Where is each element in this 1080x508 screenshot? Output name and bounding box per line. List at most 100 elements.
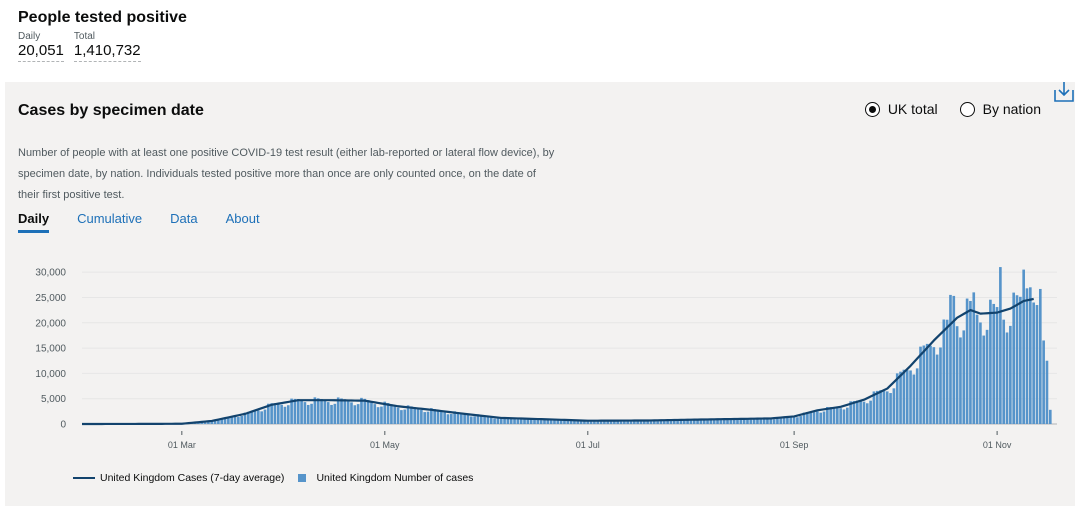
cases-bar <box>240 415 243 424</box>
cases-bar <box>280 404 283 424</box>
cases-bar <box>533 419 536 424</box>
cases-bar <box>386 403 390 424</box>
legend-line-label: United Kingdom Cases (7-day average) <box>100 472 285 484</box>
cases-bar <box>410 406 413 424</box>
cases-bar <box>726 420 729 424</box>
cases-bar <box>313 397 317 424</box>
cases-bar <box>869 400 872 424</box>
metric-total[interactable]: Total 1,410,732 <box>73 31 141 62</box>
cases-bar <box>892 388 896 424</box>
cases-bar <box>626 420 629 424</box>
cases-bar <box>979 322 982 424</box>
metric-daily-value[interactable]: 20,051 <box>18 42 64 62</box>
legend-bar-swatch <box>298 474 307 482</box>
cases-bar <box>829 407 832 424</box>
cases-bar <box>330 404 333 424</box>
cases-bar <box>499 417 503 424</box>
headline-metrics: Daily 20,051 Total 1,410,732 <box>18 31 187 62</box>
cases-bar <box>836 407 839 424</box>
cases-bar <box>912 374 916 424</box>
cases-bar <box>300 400 303 424</box>
cases-bar <box>982 335 986 424</box>
cases-bar <box>812 411 816 424</box>
cases-bar <box>563 420 566 424</box>
tab-daily[interactable]: Daily <box>18 211 50 233</box>
cases-bar <box>762 418 766 424</box>
cases-bar <box>516 419 520 424</box>
cases-bar <box>676 420 679 424</box>
cases-bar <box>799 416 803 424</box>
cases-bar <box>613 421 616 424</box>
tab-about[interactable]: About <box>225 211 260 226</box>
cases-bar <box>629 420 633 424</box>
cases-bar <box>586 421 590 424</box>
cases-bar <box>453 411 456 424</box>
cases-bar <box>972 292 976 424</box>
radio-unselected-icon[interactable] <box>959 101 975 117</box>
cases-bar <box>899 371 902 424</box>
cases-bar <box>539 420 543 424</box>
cases-bar <box>366 400 370 424</box>
x-tick-label: 01 May <box>370 440 400 450</box>
cases-bar <box>583 420 586 424</box>
cases-bar <box>483 415 486 424</box>
cases-bar <box>649 420 653 424</box>
cases-bar <box>1048 409 1052 424</box>
cases-bar <box>1009 325 1012 424</box>
cases-bar <box>766 418 769 424</box>
metric-daily-label: Daily <box>18 31 41 42</box>
cases-bar <box>393 406 397 424</box>
metric-total-value[interactable]: 1,410,732 <box>73 42 141 62</box>
cases-bar <box>336 397 340 424</box>
cases-bar <box>263 409 267 424</box>
average-line <box>81 297 1034 426</box>
cases-bar <box>865 403 869 424</box>
cases-bar <box>666 419 669 424</box>
cases-bar <box>712 418 716 424</box>
cases-bar <box>486 416 490 424</box>
cases-bar <box>889 393 892 424</box>
cases-bar <box>360 397 363 424</box>
cases-bar <box>989 299 992 424</box>
cases-bar <box>559 420 563 424</box>
cases-bar <box>729 419 733 424</box>
metric-daily[interactable]: Daily 20,051 <box>18 31 64 62</box>
cases-bar <box>822 411 826 424</box>
cases-bar <box>925 343 929 424</box>
cases-bar <box>995 307 999 424</box>
cases-bar <box>496 418 500 424</box>
cases-bar <box>859 401 862 424</box>
headline: People tested positive Daily 20,051 Tota… <box>18 8 187 62</box>
y-tick-label: 5,000 <box>41 394 66 405</box>
cases-bar <box>270 403 273 424</box>
cases-bar <box>526 418 530 424</box>
cases-bar <box>380 406 383 424</box>
cases-bar <box>832 406 836 424</box>
cases-bar <box>370 402 373 424</box>
radio-uk-total[interactable]: UK total <box>864 101 938 117</box>
cases-bar <box>237 417 240 424</box>
download-icon[interactable] <box>1053 80 1075 104</box>
cases-bar <box>849 401 852 424</box>
cases-bar <box>340 398 343 424</box>
cases-bar <box>247 411 250 424</box>
cases-bar <box>1045 360 1049 424</box>
cases-bar <box>692 419 696 424</box>
cases-bar <box>616 420 620 424</box>
tab-data[interactable]: Data <box>170 211 198 226</box>
radio-selected-icon[interactable] <box>864 101 880 117</box>
cases-bar <box>423 412 427 424</box>
cases-bar <box>702 420 706 424</box>
cases-bar <box>679 420 683 424</box>
cases-bar <box>223 417 227 424</box>
radio-by-nation[interactable]: By nation <box>959 101 1041 117</box>
cases-bar <box>732 418 736 424</box>
cases-bar <box>736 418 739 424</box>
cases-bar <box>303 402 307 424</box>
cases-bar <box>992 303 996 424</box>
cases-bar <box>682 420 686 424</box>
cases-bar <box>929 345 932 424</box>
cases-bar <box>985 329 989 424</box>
tab-cumulative[interactable]: Cumulative <box>77 211 143 226</box>
